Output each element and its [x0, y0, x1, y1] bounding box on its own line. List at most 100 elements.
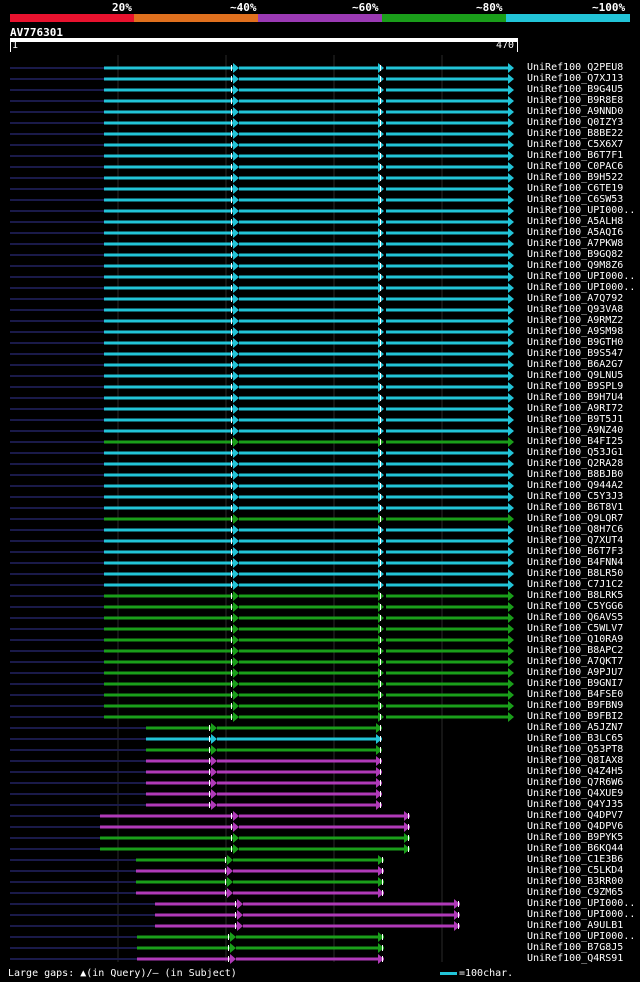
- hit-label-link[interactable]: UniRef100_A9RI72: [527, 403, 624, 414]
- hit-label-link[interactable]: UniRef100_A5AQI6: [527, 227, 624, 238]
- hit-label-link[interactable]: UniRef100_UPI000..: [527, 271, 636, 282]
- alignment-arrow: [233, 525, 239, 535]
- hit-label-link[interactable]: UniRef100_C5LKD4: [527, 865, 624, 876]
- hit-label-link[interactable]: UniRef100_B9H7U4: [527, 392, 624, 403]
- hit-label-link[interactable]: UniRef100_Q9LQR7: [527, 513, 624, 524]
- hit-label-link[interactable]: UniRef100_C5WLV7: [527, 623, 624, 634]
- hit-label-link[interactable]: UniRef100_Q2RA28: [527, 458, 624, 469]
- hit-label-link[interactable]: UniRef100_C0PAC6: [527, 161, 624, 172]
- hit-label-link[interactable]: UniRef100_Q9LNU5: [527, 370, 624, 381]
- hit-label-link[interactable]: UniRef100_C5Y3J3: [527, 491, 624, 502]
- hit-label-link[interactable]: UniRef100_B6T7F3: [527, 546, 624, 557]
- hit-label-link[interactable]: UniRef100_A5ALH8: [527, 216, 624, 227]
- hit-label-link[interactable]: UniRef100_A7QKT7: [527, 656, 624, 667]
- hit-label-link[interactable]: UniRef100_UPI000..: [527, 205, 636, 216]
- hit-label-link[interactable]: UniRef100_A9NND0: [527, 106, 624, 117]
- hit-label-link[interactable]: UniRef100_B9R8E8: [527, 95, 624, 106]
- subject-gap-mark: [231, 164, 232, 170]
- hit-label-link[interactable]: UniRef100_B8LR50: [527, 568, 624, 579]
- hit-label-link[interactable]: UniRef100_UPI000..: [527, 909, 636, 920]
- hit-label-link[interactable]: UniRef100_Q2PEU8: [527, 62, 624, 73]
- alignment-segment: [104, 605, 236, 609]
- alignment-arrow: [508, 536, 514, 546]
- hit-label-link[interactable]: UniRef100_C7J1C2: [527, 579, 624, 590]
- hit-label-link[interactable]: UniRef100_Q53PT8: [527, 744, 624, 755]
- hit-label-link[interactable]: UniRef100_C5YGG6: [527, 601, 624, 612]
- hit-label-link[interactable]: UniRef100_Q0IZY3: [527, 117, 624, 128]
- hit-label-link[interactable]: UniRef100_B9S547: [527, 348, 624, 359]
- hit-label-link[interactable]: UniRef100_B6T7F1: [527, 150, 624, 161]
- hit-label-link[interactable]: UniRef100_B8BJB0: [527, 469, 624, 480]
- alignment-segment: [10, 155, 104, 157]
- hit-label-link[interactable]: UniRef100_B7G8J5: [527, 942, 624, 953]
- hit-label-link[interactable]: UniRef100_Q6AVS5: [527, 612, 624, 623]
- hit-label-link[interactable]: UniRef100_A9PJU7: [527, 667, 624, 678]
- alignment-arrow: [376, 723, 382, 733]
- hit-label-link[interactable]: UniRef100_C6SW53: [527, 194, 624, 205]
- hit-label-link[interactable]: UniRef100_B8BE22: [527, 128, 624, 139]
- hit-label-link[interactable]: UniRef100_B9SPL9: [527, 381, 624, 392]
- hit-label-link[interactable]: UniRef100_B4FSE0: [527, 689, 624, 700]
- hit-label-link[interactable]: UniRef100_Q93VA8: [527, 304, 624, 315]
- hit-label-link[interactable]: UniRef100_B9G4U5: [527, 84, 624, 95]
- hit-label-link[interactable]: UniRef100_A9SM98: [527, 326, 624, 337]
- subject-gap-mark: [231, 274, 232, 280]
- hit-label-link[interactable]: UniRef100_A7PKW8: [527, 238, 624, 249]
- hit-label-link[interactable]: UniRef100_C1E3B6: [527, 854, 624, 865]
- hit-label-link[interactable]: UniRef100_B9FBN9: [527, 700, 624, 711]
- hit-label-link[interactable]: UniRef100_C6TE19: [527, 183, 624, 194]
- hit-label-link[interactable]: UniRef100_B8LRK5: [527, 590, 624, 601]
- hit-label-link[interactable]: UniRef100_B9GQ82: [527, 249, 624, 260]
- hit-label-link[interactable]: UniRef100_B6KQ44: [527, 843, 624, 854]
- hit-label-link[interactable]: UniRef100_Q8IAX8: [527, 755, 624, 766]
- alignment-segment: [10, 573, 104, 575]
- hit-label-link[interactable]: UniRef100_A9NZ40: [527, 425, 624, 436]
- hit-label-link[interactable]: UniRef100_Q4DPV7: [527, 810, 624, 821]
- subject-gap-mark: [225, 879, 226, 885]
- hit-label-link[interactable]: UniRef100_A7Q792: [527, 293, 624, 304]
- hit-label-link[interactable]: UniRef100_B9H522: [527, 172, 624, 183]
- hit-label-link[interactable]: UniRef100_Q944A2: [527, 480, 624, 491]
- hit-label-link[interactable]: UniRef100_B4FI25: [527, 436, 624, 447]
- hit-label-link[interactable]: UniRef100_Q53JG1: [527, 447, 624, 458]
- hit-label-link[interactable]: UniRef100_Q4DPV6: [527, 821, 624, 832]
- subject-gap-mark: [231, 472, 232, 478]
- hit-label-link[interactable]: UniRef100_B3LC65: [527, 733, 624, 744]
- hit-label-link[interactable]: UniRef100_Q4XUE9: [527, 788, 624, 799]
- hit-label-link[interactable]: UniRef100_B6T8V1: [527, 502, 624, 513]
- hit-label-link[interactable]: UniRef100_B6A2G7: [527, 359, 624, 370]
- hit-label-link[interactable]: UniRef100_Q4YJ35: [527, 799, 624, 810]
- hit-label-link[interactable]: UniRef100_B9PYK5: [527, 832, 624, 843]
- hit-label-link[interactable]: UniRef100_B4FNN4: [527, 557, 624, 568]
- hit-label-link[interactable]: UniRef100_B8APC2: [527, 645, 624, 656]
- hit-label-link[interactable]: UniRef100_C9ZM65: [527, 887, 624, 898]
- alignment-arrow: [508, 294, 514, 304]
- hit-label-link[interactable]: UniRef100_C5X6X7: [527, 139, 624, 150]
- hit-label-link[interactable]: UniRef100_UPI000..: [527, 282, 636, 293]
- hit-label-link[interactable]: UniRef100_B9T5J1: [527, 414, 624, 425]
- alignment-arrow: [378, 877, 384, 887]
- hit-label-link[interactable]: UniRef100_Q4RS91: [527, 953, 624, 964]
- hit-label-link[interactable]: UniRef100_Q4Z4H5: [527, 766, 624, 777]
- hit-label-link[interactable]: UniRef100_B3RR00: [527, 876, 624, 887]
- hit-label-link[interactable]: UniRef100_Q7R6W6: [527, 777, 624, 788]
- hit-label-link[interactable]: UniRef100_A5JZN7: [527, 722, 624, 733]
- hit-label-link[interactable]: UniRef100_B9GTH0: [527, 337, 624, 348]
- hit-label-link[interactable]: UniRef100_UPI000..: [527, 898, 636, 909]
- hit-label-link[interactable]: UniRef100_Q7XJ13: [527, 73, 624, 84]
- hit-label-link[interactable]: UniRef100_Q8H7C6: [527, 524, 624, 535]
- hit-label-link[interactable]: UniRef100_B9FBI2: [527, 711, 624, 722]
- hit-label-link[interactable]: UniRef100_Q9M8Z6: [527, 260, 624, 271]
- hit-label-link[interactable]: UniRef100_UPI000..: [527, 931, 636, 942]
- hit-label-link[interactable]: UniRef100_A9RMZ2: [527, 315, 624, 326]
- subject-gap-mark: [231, 362, 232, 368]
- subject-gap-mark: [231, 626, 232, 632]
- hit-label-link[interactable]: UniRef100_Q10RA9: [527, 634, 624, 645]
- hit-label-link[interactable]: UniRef100_B9GNI7: [527, 678, 624, 689]
- hit-label-link[interactable]: UniRef100_A9ULB1: [527, 920, 624, 931]
- alignment-segment: [104, 627, 236, 631]
- hit-label-link[interactable]: UniRef100_Q7XUT4: [527, 535, 624, 546]
- subject-gap-mark: [380, 98, 381, 104]
- alignment-segment: [104, 187, 236, 191]
- alignment-segment: [10, 364, 104, 366]
